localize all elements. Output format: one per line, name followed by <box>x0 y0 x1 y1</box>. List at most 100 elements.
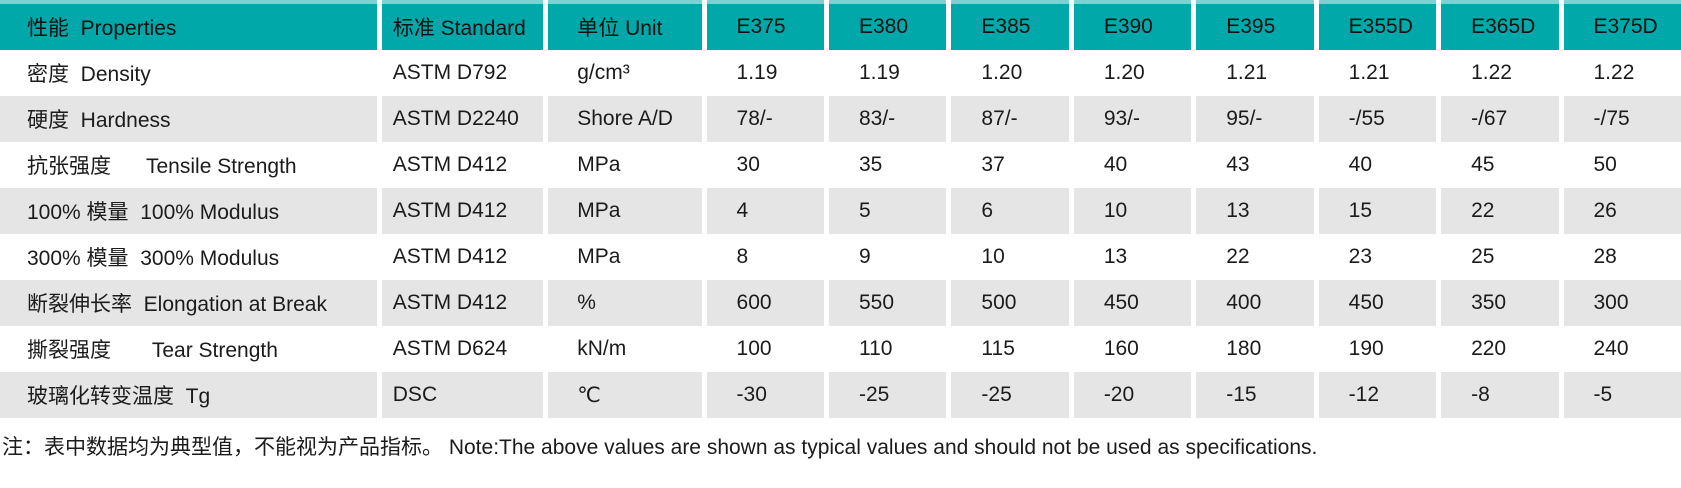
value-cell: 95/- <box>1196 96 1314 142</box>
header-cell-properties: 性能 Properties <box>0 0 377 50</box>
property-cell: 密度 Density <box>0 50 377 96</box>
header-cell-grade: E395 <box>1196 0 1314 50</box>
standard-cell: DSC <box>381 372 544 418</box>
unit-cell: kN/m <box>548 326 702 372</box>
value-cell: 43 <box>1196 142 1314 188</box>
header-cell-standard: 标准 Standard <box>381 0 544 50</box>
value-cell: 35 <box>828 142 947 188</box>
table-body: 密度 Density ASTM D792 g/cm³ 1.19 1.19 1.20 1.20… <box>0 50 1681 418</box>
value-cell: 37 <box>951 142 1069 188</box>
value-cell: 13 <box>1196 188 1314 234</box>
value-cell: 180 <box>1196 326 1314 372</box>
table-row: 抗张强度 Tensile Strength ASTM D412 MPa 30 35 37 4… <box>0 142 1681 188</box>
header-cell-grade: E365D <box>1441 0 1559 50</box>
value-cell: 5 <box>828 188 947 234</box>
value-cell: 83/- <box>828 96 947 142</box>
value-cell: 350 <box>1441 280 1559 326</box>
value-cell: -12 <box>1318 372 1437 418</box>
table-row: 断裂伸长率 Elongation at Break ASTM D412% 600 55… <box>0 280 1681 326</box>
unit-cell: Shore A/D <box>548 96 702 142</box>
unit-cell: MPa <box>548 142 702 188</box>
value-cell: 190 <box>1318 326 1437 372</box>
unit-cell: g/cm³ <box>548 50 702 96</box>
standard-cell: ASTM D412 <box>381 188 544 234</box>
table-row: 硬度 Hardness ASTM D2240 Shore A/D 78/- 83/- 87… <box>0 96 1681 142</box>
value-cell: -25 <box>828 372 947 418</box>
value-cell: 550 <box>828 280 947 326</box>
value-cell: 15 <box>1318 188 1437 234</box>
value-cell: 78/- <box>706 96 824 142</box>
footnote: 注：表中数据均为典型值，不能视为产品指标。 Note:The above val… <box>2 436 1318 459</box>
value-cell: 115 <box>951 326 1069 372</box>
value-cell: 1.21 <box>1196 50 1314 96</box>
property-cell: 硬度 Hardness <box>0 96 377 142</box>
unit-cell: MPa <box>548 234 702 280</box>
value-cell: 28 <box>1563 234 1681 280</box>
standard-cell: ASTM D2240 <box>381 96 544 142</box>
value-cell: 1.22 <box>1563 50 1681 96</box>
table-row: 玻璃化转变温度 Tg DSC ℃ -30 -25 -25 -20 -15 -12 -8 -5 <box>0 372 1681 418</box>
value-cell: -15 <box>1196 372 1314 418</box>
value-cell: 25 <box>1441 234 1559 280</box>
value-cell: 450 <box>1073 280 1192 326</box>
table-row: 撕裂强度 Tear Strength ASTM D624 kN/m 100 110 115… <box>0 326 1681 372</box>
value-cell: 9 <box>828 234 947 280</box>
value-cell: 1.20 <box>951 50 1069 96</box>
table-row: 300% 模量 300% Modulus ASTM D412 MPa 8 9 10 13 22… <box>0 234 1681 280</box>
table-row: 100% 模量 100% Modulus ASTM D412 MPa 4 5 6 10 13 1… <box>0 188 1681 234</box>
value-cell: 50 <box>1563 142 1681 188</box>
value-cell: -20 <box>1073 372 1192 418</box>
header-cell-unit: 单位 Unit <box>548 0 702 50</box>
value-cell: 10 <box>951 234 1069 280</box>
header-cell-grade: E380 <box>828 0 947 50</box>
value-cell: 10 <box>1073 188 1192 234</box>
header-cell-grade: E355D <box>1318 0 1437 50</box>
value-cell: 160 <box>1073 326 1192 372</box>
header-cell-grade: E375 <box>706 0 824 50</box>
value-cell: 450 <box>1318 280 1437 326</box>
standard-cell: ASTM D412 <box>381 280 544 326</box>
value-cell: 40 <box>1073 142 1192 188</box>
value-cell: -5 <box>1563 372 1681 418</box>
value-cell: 1.19 <box>828 50 947 96</box>
header-cell-grade: E375D <box>1563 0 1681 50</box>
value-cell: 4 <box>706 188 824 234</box>
value-cell: 300 <box>1563 280 1681 326</box>
property-cell: 300% 模量 300% Modulus <box>0 234 377 280</box>
standard-cell: ASTM D624 <box>381 326 544 372</box>
value-cell: 100 <box>706 326 824 372</box>
value-cell: 1.21 <box>1318 50 1437 96</box>
value-cell: 400 <box>1196 280 1314 326</box>
property-cell: 抗张强度 Tensile Strength <box>0 142 377 188</box>
property-cell: 100% 模量 100% Modulus <box>0 188 377 234</box>
value-cell: 600 <box>706 280 824 326</box>
value-cell: 45 <box>1441 142 1559 188</box>
value-cell: 87/- <box>951 96 1069 142</box>
unit-cell: % <box>548 280 702 326</box>
property-cell: 断裂伸长率 Elongation at Break <box>0 280 377 326</box>
value-cell: 22 <box>1196 234 1314 280</box>
header-cell-grade: E390 <box>1073 0 1192 50</box>
value-cell: 1.22 <box>1441 50 1559 96</box>
value-cell: 1.19 <box>706 50 824 96</box>
value-cell: 93/- <box>1073 96 1192 142</box>
unit-cell: ℃ <box>548 372 702 418</box>
value-cell: 8 <box>706 234 824 280</box>
value-cell: 240 <box>1563 326 1681 372</box>
standard-cell: ASTM D412 <box>381 142 544 188</box>
value-cell: 1.20 <box>1073 50 1192 96</box>
header-cell-grade: E385 <box>951 0 1069 50</box>
value-cell: 22 <box>1441 188 1559 234</box>
datasheet-properties-section: 性能 Properties 标准 Standard 单位 Unit E375 E380 E… <box>0 0 1681 418</box>
property-cell: 撕裂强度 Tear Strength <box>0 326 377 372</box>
property-cell: 玻璃化转变温度 Tg <box>0 372 377 418</box>
value-cell: -25 <box>951 372 1069 418</box>
value-cell: 13 <box>1073 234 1192 280</box>
value-cell: 40 <box>1318 142 1437 188</box>
value-cell: 6 <box>951 188 1069 234</box>
value-cell: -30 <box>706 372 824 418</box>
value-cell: 220 <box>1441 326 1559 372</box>
value-cell: -8 <box>1441 372 1559 418</box>
value-cell: 500 <box>951 280 1069 326</box>
value-cell: 110 <box>828 326 947 372</box>
